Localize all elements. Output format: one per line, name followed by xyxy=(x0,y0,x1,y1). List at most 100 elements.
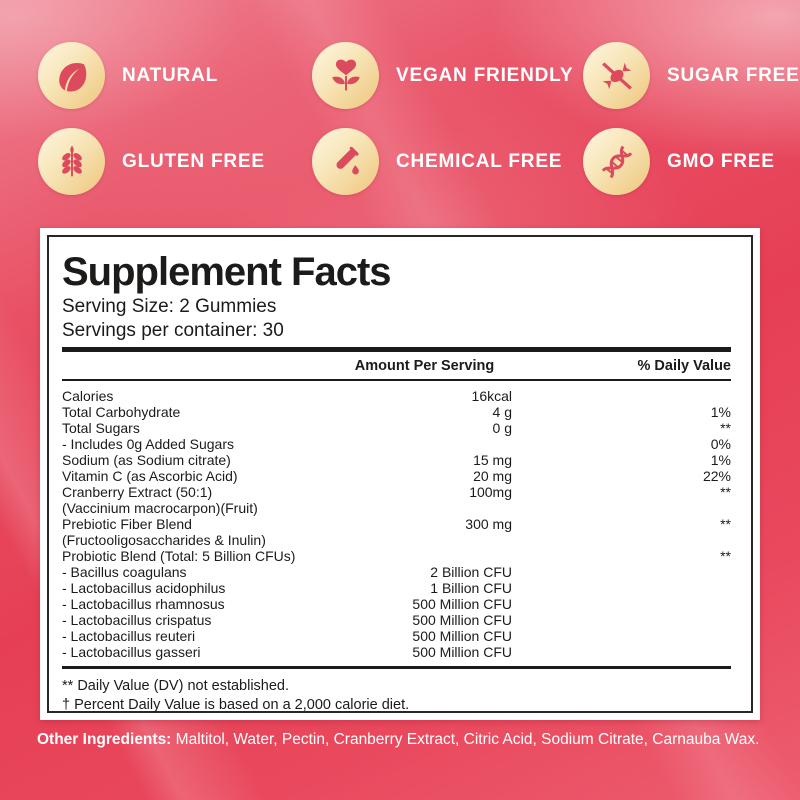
table-row: Calories 16kcal xyxy=(62,388,731,404)
divider-medium xyxy=(62,666,731,669)
table-row: - Bacillus coagulans 2 Billion CFU xyxy=(62,564,731,580)
row-name: - Bacillus coagulans xyxy=(62,564,187,580)
row-name: Prebiotic Fiber Blend xyxy=(62,516,192,532)
supplement-facts-panel: Supplement Facts Serving Size: 2 Gummies… xyxy=(40,228,760,720)
badge-vegan-friendly: VEGAN FRIENDLY xyxy=(312,42,583,109)
table-row: - Lactobacillus rhamnosus 500 Million CFU xyxy=(62,596,731,612)
spacer xyxy=(62,358,337,374)
footnote-percent: † Percent Daily Value is based on a 2,00… xyxy=(62,697,410,713)
row-dv xyxy=(512,580,731,596)
wheat-icon xyxy=(38,128,105,195)
row-name: (Vaccinium macrocarpon)(Fruit) xyxy=(62,500,258,516)
heart-plant-icon xyxy=(312,42,379,109)
row-amount: 100mg xyxy=(469,484,512,500)
row-amount: 16kcal xyxy=(471,388,512,404)
badge-natural: NATURAL xyxy=(38,42,312,109)
table-row: - Lactobacillus crispatus 500 Million CFU xyxy=(62,612,731,628)
row-amount: 500 Million CFU xyxy=(412,644,512,660)
row-dv: 1% xyxy=(710,452,731,468)
row-amount: 0 g xyxy=(492,420,512,436)
row-name: - Includes 0g Added Sugars xyxy=(62,436,235,452)
row-name: Total Carbohydrate xyxy=(62,404,181,420)
row-name: - Lactobacillus acidophilus xyxy=(62,580,226,596)
table-row: Cranberry Extract (50:1) 100mg ** xyxy=(62,484,731,500)
row-amount: 1 Billion CFU xyxy=(430,580,512,596)
row-dv: ** xyxy=(720,548,731,564)
divider-thin xyxy=(62,379,731,381)
row-name: Probiotic Blend (Total: 5 Billion CFUs) xyxy=(62,548,296,564)
divider-thick xyxy=(62,347,731,352)
row-name: Calories xyxy=(62,388,114,404)
badge-label: VEGAN FRIENDLY xyxy=(396,64,574,86)
table-row: Probiotic Blend (Total: 5 Billion CFUs) *… xyxy=(62,548,731,564)
table-row: Sodium (as Sodium citrate) 15 mg 1% xyxy=(62,452,731,468)
dna-icon xyxy=(583,128,650,195)
panel-title: Supplement Facts xyxy=(62,250,392,294)
row-amount xyxy=(337,532,512,548)
row-name: Cranberry Extract (50:1) xyxy=(62,484,213,500)
row-dv: 0% xyxy=(710,436,731,452)
footnote-dv: ** Daily Value (DV) not established. xyxy=(62,678,290,694)
row-amount: 20 mg xyxy=(473,468,512,484)
row-name: - Lactobacillus crispatus xyxy=(62,612,212,628)
table-row: Vitamin C (as Ascorbic Acid) 20 mg 22% xyxy=(62,468,731,484)
row-dv: ** xyxy=(720,420,731,436)
row-amount: 500 Million CFU xyxy=(412,612,512,628)
table-row: (Fructooligosaccharides & Inulin) xyxy=(62,532,731,548)
badge-label: GLUTEN FREE xyxy=(122,150,265,172)
row-amount xyxy=(337,548,512,564)
other-ingredients: Other Ingredients: Maltitol, Water, Pect… xyxy=(37,730,777,750)
row-dv: ** xyxy=(720,484,731,500)
table-row: - Lactobacillus gasseri 500 Million CFU xyxy=(62,644,731,660)
other-ingredients-label: Other Ingredients: xyxy=(37,731,172,748)
row-dv xyxy=(512,564,731,580)
table-row: Total Carbohydrate 4 g 1% xyxy=(62,404,731,420)
table-row: (Vaccinium macrocarpon)(Fruit) xyxy=(62,500,731,516)
footnotes: ** Daily Value (DV) not established. † P… xyxy=(62,669,731,715)
servings-per-container: Servings per container: 30 xyxy=(62,320,284,341)
test-tube-icon xyxy=(312,128,379,195)
row-amount: 300 mg xyxy=(465,516,512,532)
daily-value-header: % Daily Value xyxy=(637,358,732,374)
table-row: Prebiotic Fiber Blend 300 mg ** xyxy=(62,516,731,532)
row-dv xyxy=(512,388,731,404)
row-dv: 22% xyxy=(702,468,731,484)
row-amount xyxy=(337,436,512,452)
table-row: - Includes 0g Added Sugars 0% xyxy=(62,436,731,452)
row-amount: 15 mg xyxy=(473,452,512,468)
amount-header: Amount Per Serving xyxy=(354,358,495,374)
row-dv xyxy=(512,644,731,660)
candy-slash-icon xyxy=(583,42,650,109)
row-dv xyxy=(512,532,731,548)
row-name: (Fructooligosaccharides & Inulin) xyxy=(62,532,266,548)
row-amount: 500 Million CFU xyxy=(412,628,512,644)
row-dv xyxy=(512,628,731,644)
nutrient-rows: Calories 16kcal Total Carbohydrate 4 g 1% T… xyxy=(62,381,731,666)
row-dv xyxy=(512,596,731,612)
row-amount: 500 Million CFU xyxy=(412,596,512,612)
table-row: - Lactobacillus reuteri 500 Million CFU xyxy=(62,628,731,644)
row-amount: 2 Billion CFU xyxy=(430,564,512,580)
row-name: Sodium (as Sodium citrate) xyxy=(62,452,231,468)
row-name: Total Sugars xyxy=(62,420,140,436)
row-dv xyxy=(512,500,731,516)
row-dv: 1% xyxy=(710,404,731,420)
table-row: Total Sugars 0 g ** xyxy=(62,420,731,436)
feature-badges: NATURAL VEGAN FRIENDLY SUGAR FREE xyxy=(38,42,800,195)
badge-chemical-free: CHEMICAL FREE xyxy=(312,128,583,195)
badge-label: CHEMICAL FREE xyxy=(396,150,563,172)
badge-label: GMO FREE xyxy=(667,150,775,172)
other-ingredients-text: Maltitol, Water, Pectin, Cranberry Extra… xyxy=(171,731,760,748)
row-amount: 4 g xyxy=(492,404,512,420)
row-name: Vitamin C (as Ascorbic Acid) xyxy=(62,468,238,484)
badge-gmo-free: GMO FREE xyxy=(583,128,800,195)
badge-label: NATURAL xyxy=(122,64,219,86)
supplement-facts-border: Supplement Facts Serving Size: 2 Gummies… xyxy=(47,235,753,713)
column-headers: Amount Per Serving % Daily Value xyxy=(62,352,731,379)
row-name: - Lactobacillus rhamnosus xyxy=(62,596,225,612)
row-amount xyxy=(337,500,512,516)
row-dv xyxy=(512,612,731,628)
badge-gluten-free: GLUTEN FREE xyxy=(38,128,312,195)
serving-size: Serving Size: 2 Gummies xyxy=(62,296,277,317)
row-dv: ** xyxy=(720,516,731,532)
